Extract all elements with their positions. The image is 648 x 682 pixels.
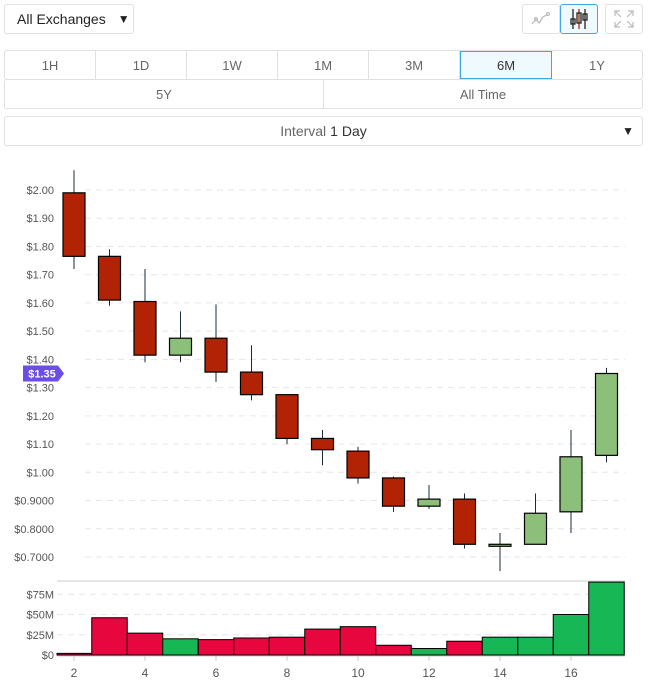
volume-bar xyxy=(339,626,377,656)
y-tick-label: $1.80 xyxy=(26,241,54,253)
interval-dropdown[interactable]: Interval 1 Day ▼ xyxy=(4,116,643,146)
volume-bar xyxy=(552,614,590,656)
range-row-2: 5Y All Time xyxy=(4,79,643,109)
y-tick-label: $1.10 xyxy=(26,439,54,451)
volume-bar xyxy=(375,644,412,656)
volume-bar xyxy=(126,632,164,656)
volume-bar xyxy=(197,639,235,656)
x-tick-label: 8 xyxy=(284,666,291,680)
candle-body xyxy=(346,450,370,479)
exchange-dropdown[interactable]: All Exchanges ▼ xyxy=(4,4,134,34)
exchange-label: All Exchanges xyxy=(17,11,106,27)
candlestick-icon xyxy=(570,9,588,29)
current-price-label: $1.35 xyxy=(28,368,56,380)
y-tick-label: $1.20 xyxy=(26,411,54,423)
range-1y[interactable]: 1Y xyxy=(589,57,605,73)
volume-bar xyxy=(233,637,270,656)
range-5y[interactable]: 5Y xyxy=(5,80,324,108)
volume-tick-label: $0 xyxy=(42,650,54,662)
y-tick-label: $0.9000 xyxy=(14,496,54,508)
candlestick-button[interactable] xyxy=(560,4,598,34)
x-tick-label: 14 xyxy=(493,666,507,680)
y-tick-label: $1.60 xyxy=(26,298,54,310)
candle-body xyxy=(488,543,512,547)
volume-bar xyxy=(588,581,625,656)
candle-body xyxy=(97,255,122,301)
candle-body xyxy=(204,337,228,373)
candle-body xyxy=(452,498,477,545)
volume-bar xyxy=(410,648,448,656)
candle-body xyxy=(417,498,441,507)
range-all-time[interactable]: All Time xyxy=(459,86,507,102)
x-tick-label: 16 xyxy=(564,666,578,680)
line-chart-icon xyxy=(531,12,550,25)
current-price-tag xyxy=(23,365,64,382)
candle-body xyxy=(381,477,406,507)
range-row-1: 1H 1D 1W 1M 3M 6M 1Y xyxy=(4,50,643,80)
volume-tick-label: $25M xyxy=(26,630,54,642)
volume-bar xyxy=(268,636,306,656)
line-chart-button[interactable] xyxy=(522,4,560,34)
volume-bar xyxy=(56,652,93,656)
volume-bar xyxy=(481,636,519,656)
volume-tick-label: $50M xyxy=(26,610,54,622)
x-tick-label: 6 xyxy=(213,666,220,680)
x-tick-label: 10 xyxy=(351,666,365,680)
range-3m[interactable]: 3M xyxy=(369,51,460,79)
volume-bar xyxy=(446,640,483,656)
y-tick-label: $1.40 xyxy=(26,354,54,366)
range-1h[interactable]: 1H xyxy=(5,51,96,79)
range-6m[interactable]: 6M xyxy=(460,51,552,79)
y-tick-label: $1.00 xyxy=(26,467,54,479)
candle-body xyxy=(275,394,299,440)
y-tick-label: $1.70 xyxy=(26,270,54,282)
x-tick-label: 12 xyxy=(422,666,436,680)
y-tick-label: $1.50 xyxy=(26,326,54,338)
volume-bar xyxy=(162,638,199,656)
caret-down-icon: ▼ xyxy=(622,124,634,138)
caret-down-icon: ▼ xyxy=(117,12,130,26)
range-1d[interactable]: 1D xyxy=(96,51,187,79)
candle-body xyxy=(239,371,264,396)
volume-bar xyxy=(91,617,128,656)
expand-icon xyxy=(614,10,634,28)
candle-body xyxy=(168,337,193,356)
y-tick-label: $2.00 xyxy=(26,185,54,197)
candle-body xyxy=(594,372,619,456)
y-tick-label: $0.8000 xyxy=(14,524,54,536)
candle-body xyxy=(133,300,157,356)
y-tick-label: $1.90 xyxy=(26,213,54,225)
y-tick-label: $1.30 xyxy=(26,383,54,395)
candle-body xyxy=(310,437,335,451)
volume-tick-label: $75M xyxy=(26,589,54,601)
fullscreen-button[interactable] xyxy=(605,4,643,34)
interval-value: 1 Day xyxy=(330,123,367,139)
x-tick-label: 4 xyxy=(142,666,149,680)
interval-label: Interval xyxy=(280,123,327,139)
volume-bar xyxy=(517,636,554,656)
volume-bar xyxy=(304,628,341,656)
range-1w[interactable]: 1W xyxy=(187,51,278,79)
range-1m[interactable]: 1M xyxy=(278,51,369,79)
candle-body xyxy=(62,192,86,257)
x-tick-label: 2 xyxy=(71,666,78,680)
candle-body xyxy=(559,456,583,513)
y-tick-label: $0.7000 xyxy=(14,552,54,564)
candle-body xyxy=(523,512,548,545)
